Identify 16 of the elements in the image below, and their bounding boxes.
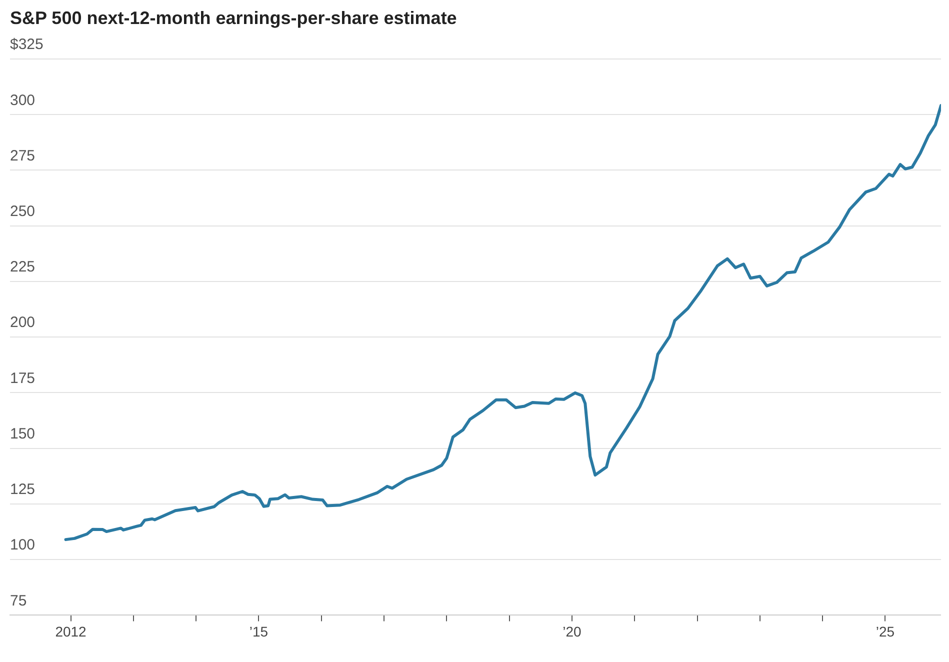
y-tick-label: 300 xyxy=(10,92,36,109)
y-tick-label: 125 xyxy=(10,481,36,498)
y-tick-label: 75 xyxy=(10,592,27,610)
x-tick-label: 2012 xyxy=(55,623,87,640)
x-tick-label: ’15 xyxy=(249,623,268,640)
x-tick-label: ’25 xyxy=(876,623,895,640)
y-tick-label: 150 xyxy=(10,425,36,442)
chart-title: S&P 500 next-12-month earnings-per-share estimate xyxy=(10,8,458,29)
y-tick-label: 275 xyxy=(10,147,36,164)
y-tick-label: $325 xyxy=(10,36,44,54)
y-tick-label: 225 xyxy=(10,258,36,276)
y-tick-label: 200 xyxy=(10,314,36,332)
y-tick-label: 175 xyxy=(10,370,36,387)
y-tick-label: 100 xyxy=(10,536,36,554)
x-tick-label: ’20 xyxy=(562,623,582,640)
y-tick-label: 250 xyxy=(10,203,36,220)
